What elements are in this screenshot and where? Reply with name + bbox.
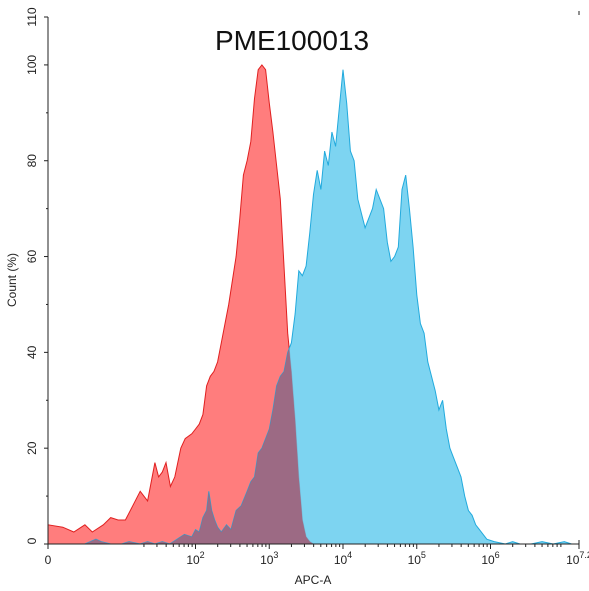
y-tick-label: 80: [25, 154, 39, 168]
series-layer: [47, 64, 579, 545]
x-tick-label: 102: [186, 550, 204, 567]
x-tick-label: 103: [260, 550, 278, 567]
y-tick-label: 100: [25, 55, 39, 75]
x-tick-label: 105: [408, 550, 426, 567]
y-tick-label: 20: [25, 441, 39, 455]
histogram-overlap: [84, 348, 314, 544]
y-tick-label: 40: [25, 345, 39, 359]
x-tick-label: 107.2: [566, 550, 589, 567]
x-tick-label: 0: [45, 553, 52, 567]
y-tick-label: 60: [25, 250, 39, 264]
y-axis-title: Count (%): [5, 253, 19, 307]
axes-layer: 0 20 40 60 80 100 110 0 102 103 104 105 106 107.2: [25, 7, 589, 567]
x-tick-label: 106: [481, 550, 499, 567]
histogram-series-1: [47, 64, 316, 545]
x-tick-label: 104: [334, 550, 352, 567]
y-tick-label: 110: [25, 7, 39, 26]
y-tick-label: 0: [25, 537, 39, 544]
chart-title: PME100013: [215, 25, 369, 56]
x-axis-title: APC-A: [295, 573, 332, 587]
